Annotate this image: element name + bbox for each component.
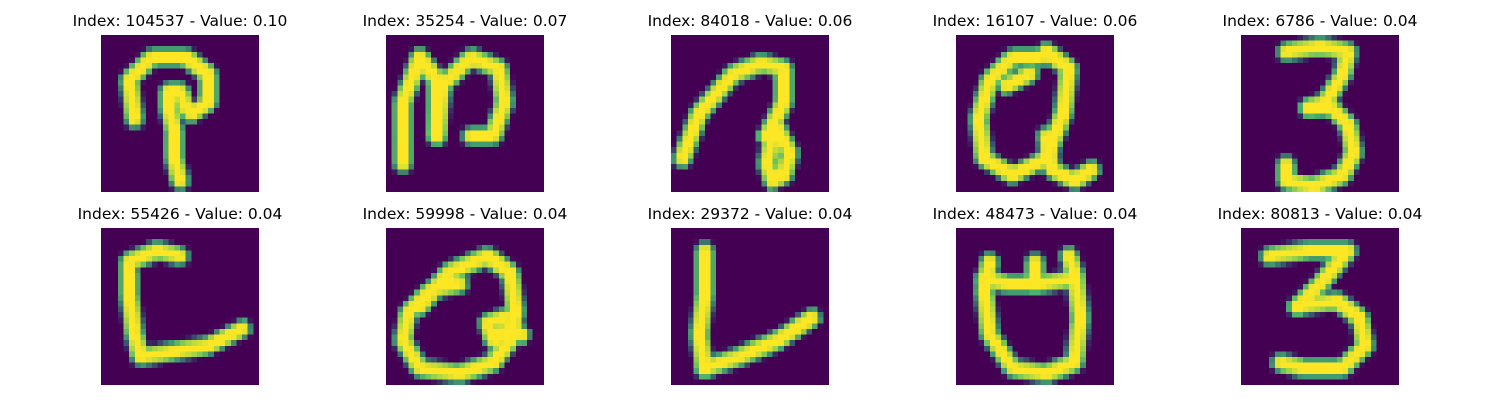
panel-title: Index: 80813 - Value: 0.04: [1217, 205, 1423, 223]
digit-image: [101, 228, 259, 385]
digit-image: [1241, 228, 1399, 385]
digit-image: [386, 35, 544, 192]
digit-panel: Index: 35254 - Value: 0.07: [320, 0, 610, 192]
digit-panel: Index: 59998 - Value: 0.04: [320, 193, 610, 385]
digit-image: [386, 228, 544, 385]
digit-image: [671, 35, 829, 192]
digit-image: [956, 228, 1114, 385]
digit-panel: Index: 55426 - Value: 0.04: [35, 193, 325, 385]
digit-panel: Index: 29372 - Value: 0.04: [605, 193, 895, 385]
panel-title: Index: 55426 - Value: 0.04: [77, 205, 283, 223]
panel-title: Index: 29372 - Value: 0.04: [647, 205, 853, 223]
digit-panel: Index: 6786 - Value: 0.04: [1175, 0, 1465, 192]
digit-panel: Index: 104537 - Value: 0.10: [35, 0, 325, 192]
digit-image: [956, 35, 1114, 192]
digit-panel: Index: 48473 - Value: 0.04: [890, 193, 1180, 385]
digit-panel: Index: 80813 - Value: 0.04: [1175, 193, 1465, 385]
digit-image: [101, 35, 259, 192]
panel-title: Index: 84018 - Value: 0.06: [647, 12, 853, 30]
panel-title: Index: 59998 - Value: 0.04: [362, 205, 568, 223]
panel-title: Index: 48473 - Value: 0.04: [932, 205, 1138, 223]
digit-image: [671, 228, 829, 385]
digit-image: [1241, 35, 1399, 192]
panel-title: Index: 35254 - Value: 0.07: [362, 12, 568, 30]
digit-panel: Index: 84018 - Value: 0.06: [605, 0, 895, 192]
panel-title: Index: 16107 - Value: 0.06: [932, 12, 1138, 30]
panel-title: Index: 104537 - Value: 0.10: [72, 12, 288, 30]
panel-title: Index: 6786 - Value: 0.04: [1222, 12, 1418, 30]
digit-panel: Index: 16107 - Value: 0.06: [890, 0, 1180, 192]
